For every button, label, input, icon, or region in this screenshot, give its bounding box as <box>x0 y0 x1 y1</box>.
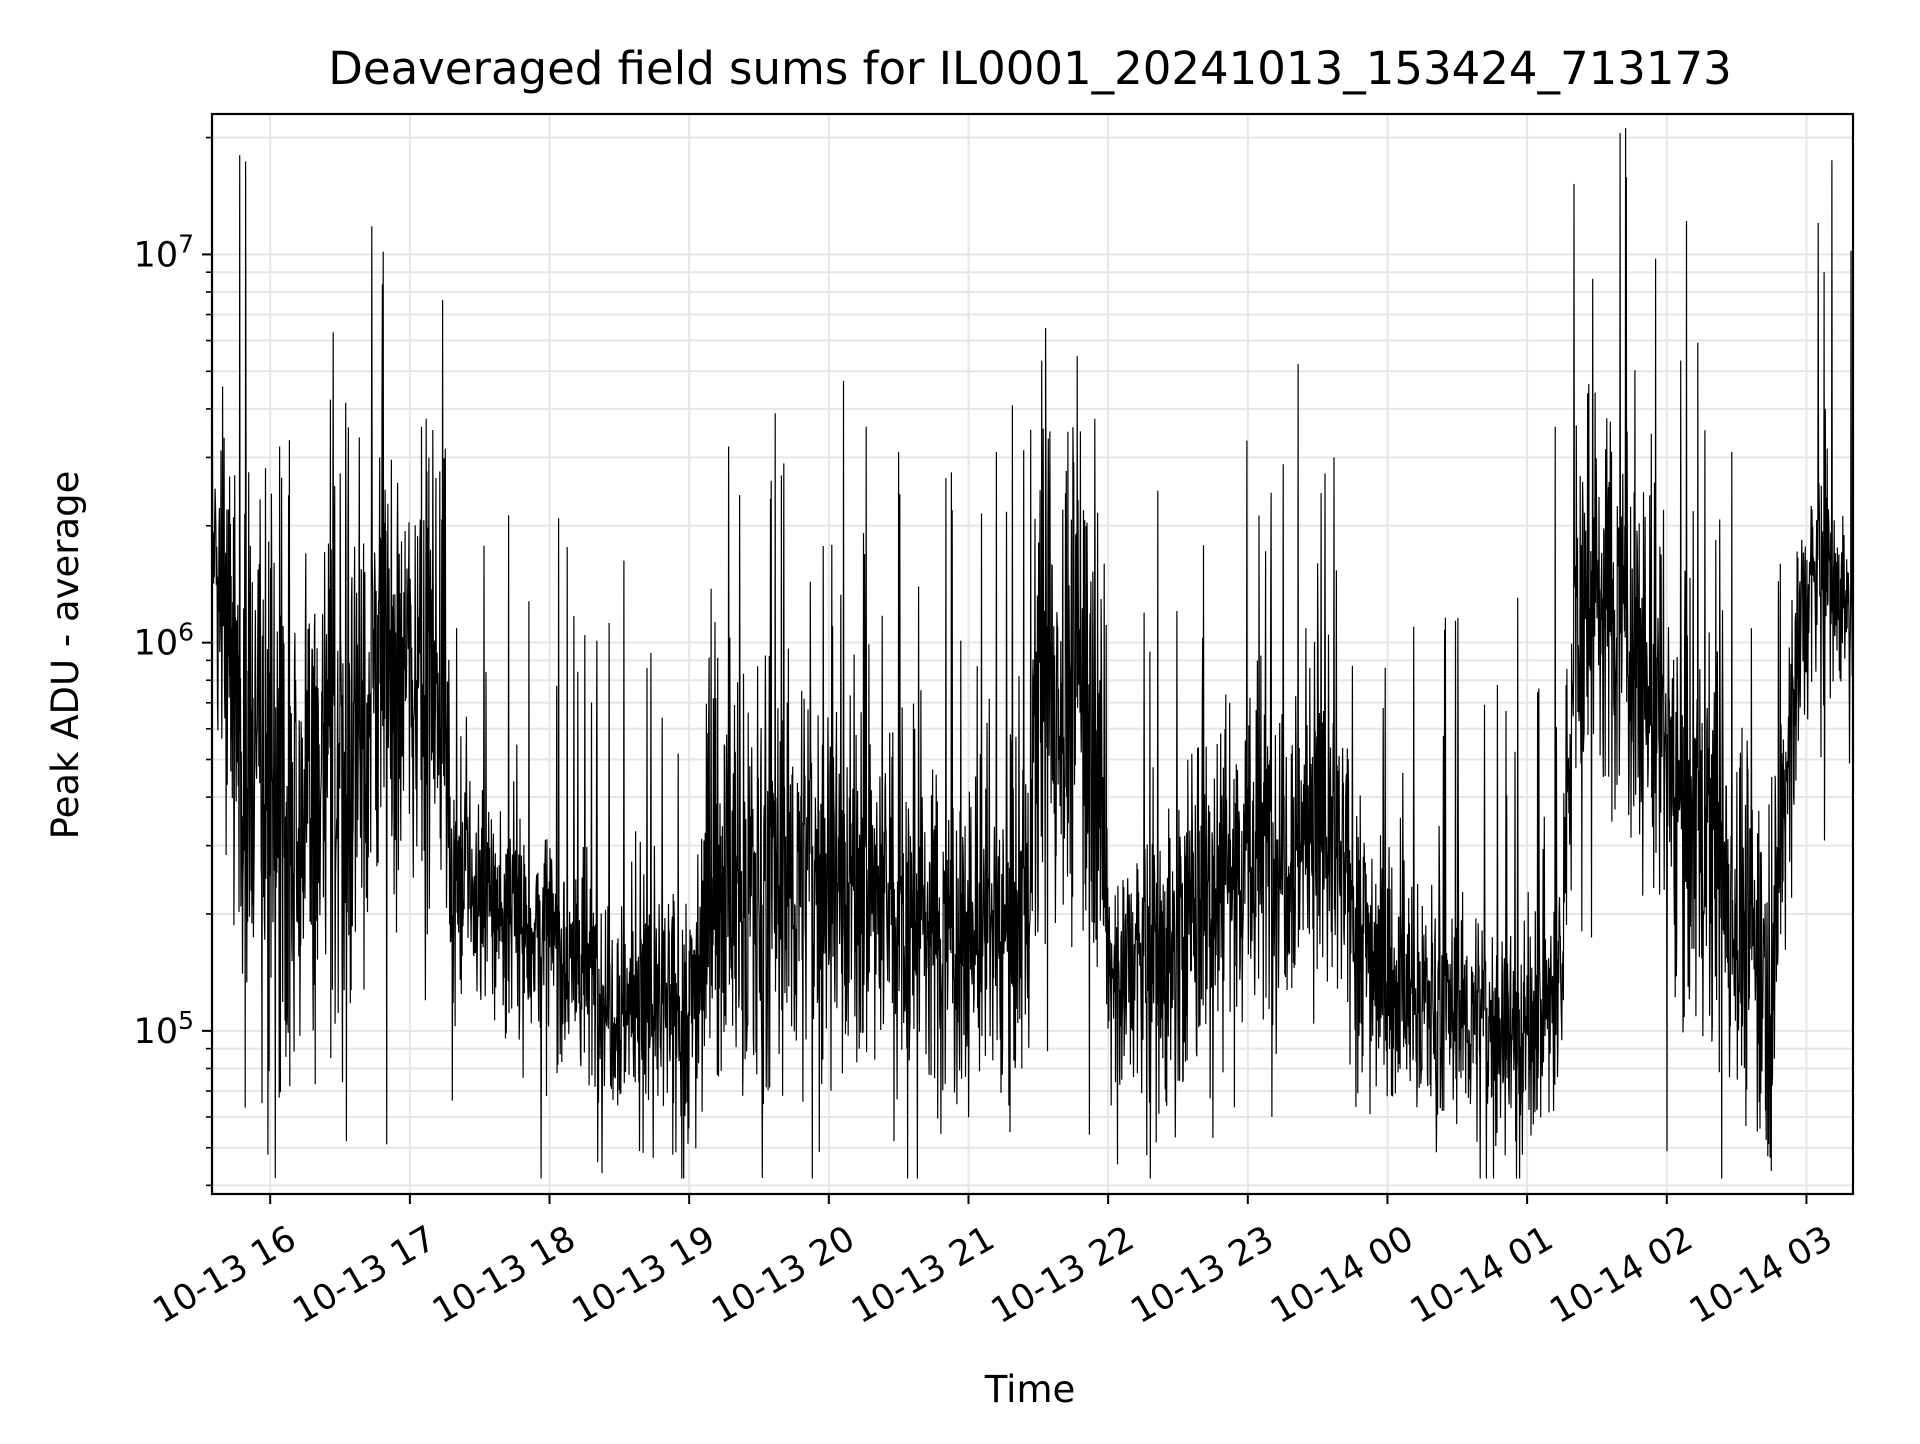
y-axis-label: Peak ADU - average <box>44 471 87 840</box>
chart-title: Deaveraged field sums for IL0001_2024101… <box>328 42 1732 95</box>
y-tick-label: 107 <box>134 229 194 275</box>
x-axis-label: Time <box>984 1368 1076 1411</box>
y-axis-ticks: 105 106 107 <box>134 136 212 1187</box>
series-layer <box>211 128 1854 1179</box>
plot-frame <box>210 112 1855 1196</box>
y-tick-label: 106 <box>134 618 194 664</box>
grid-major <box>212 114 1853 1194</box>
series-line <box>211 128 1854 1179</box>
y-tick-label: 105 <box>134 1006 194 1052</box>
